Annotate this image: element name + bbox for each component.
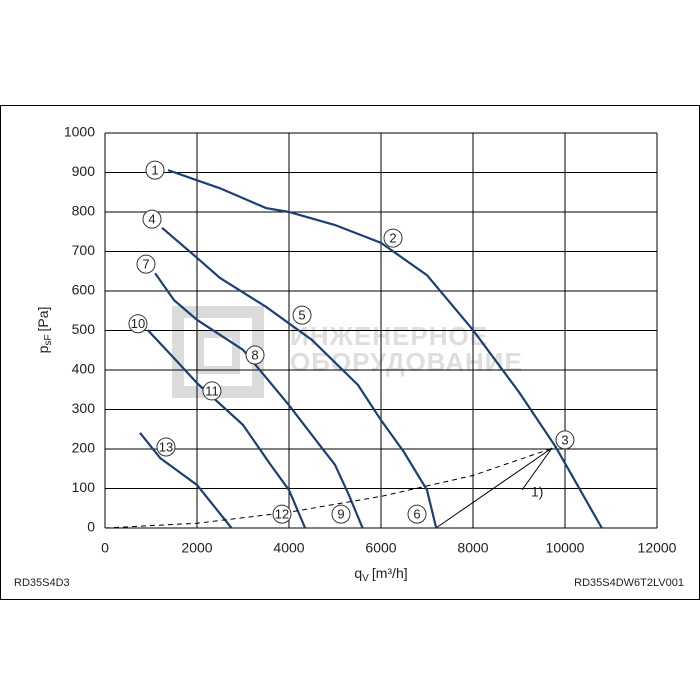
x-tick-label: 12000 (638, 540, 677, 556)
annotation-circle (145, 160, 165, 180)
annotation-circle (407, 504, 427, 524)
x-tick-label: 2000 (181, 540, 212, 556)
watermark-text: ИНЖЕНЕРНОЕ (290, 321, 488, 351)
x-axis-label: qV [m³/h] (354, 565, 407, 584)
annotation-circle (245, 345, 265, 365)
x-tick-label: 0 (101, 540, 109, 556)
footer-left: RD35S4D3 (14, 577, 70, 589)
curve (154, 272, 364, 529)
y-tick-label: 200 (72, 440, 96, 456)
annotation-label: 6 (413, 507, 420, 522)
note: 1) (531, 484, 543, 500)
annotation-circle (383, 228, 403, 248)
leader-line (521, 447, 553, 491)
curve (146, 329, 307, 529)
y-tick-label: 300 (72, 400, 96, 416)
x-tick-label: 4000 (273, 540, 304, 556)
annotation-label: 2 (389, 231, 396, 246)
y-tick-label: 400 (72, 361, 96, 377)
annotation-label: 7 (142, 257, 149, 272)
y-tick-label: 900 (72, 163, 96, 179)
annotation-label: 3 (561, 432, 568, 447)
y-tick-label: 0 (87, 519, 95, 535)
annotation-circle (136, 254, 156, 274)
y-axis-label: psF[Pa] (35, 307, 54, 354)
x-tick-label: 6000 (365, 540, 396, 556)
annotation-label: 13 (159, 439, 173, 454)
annotation-circle (292, 305, 312, 325)
annotation-label: 4 (148, 212, 155, 227)
footer-right: RD35S4DW6T2LV001 (574, 577, 684, 589)
annotation-label: 5 (298, 308, 305, 323)
curve (161, 226, 438, 529)
annotation-circle (156, 437, 176, 457)
x-tick-label: 10000 (546, 540, 585, 556)
annotation-label: 11 (205, 383, 219, 398)
curve (104, 446, 556, 529)
annotation-label: 1 (151, 163, 158, 178)
annotation-circle (331, 504, 351, 524)
annotation-circle (202, 381, 222, 401)
curve (167, 169, 603, 529)
y-tick-label: 800 (72, 203, 96, 219)
annotation-circle (128, 314, 148, 334)
y-tick-label: 100 (72, 479, 96, 495)
x-tick-label: 8000 (457, 540, 488, 556)
annotation-label: 12 (275, 507, 289, 522)
watermark-text: ОБОРУДОВАНИЕ (290, 347, 523, 377)
annotation-label: 9 (337, 507, 344, 522)
annotation-circle (142, 209, 162, 229)
y-tick-label: 600 (72, 282, 96, 298)
y-tick-label: 1000 (64, 124, 95, 140)
annotation-label: 8 (251, 347, 258, 362)
y-tick-label: 500 (72, 321, 96, 337)
annotation-label: 10 (131, 316, 145, 331)
y-tick-label: 700 (72, 242, 96, 258)
annotation-circle (272, 504, 292, 524)
curve (139, 432, 233, 529)
annotation-circle (555, 430, 575, 450)
